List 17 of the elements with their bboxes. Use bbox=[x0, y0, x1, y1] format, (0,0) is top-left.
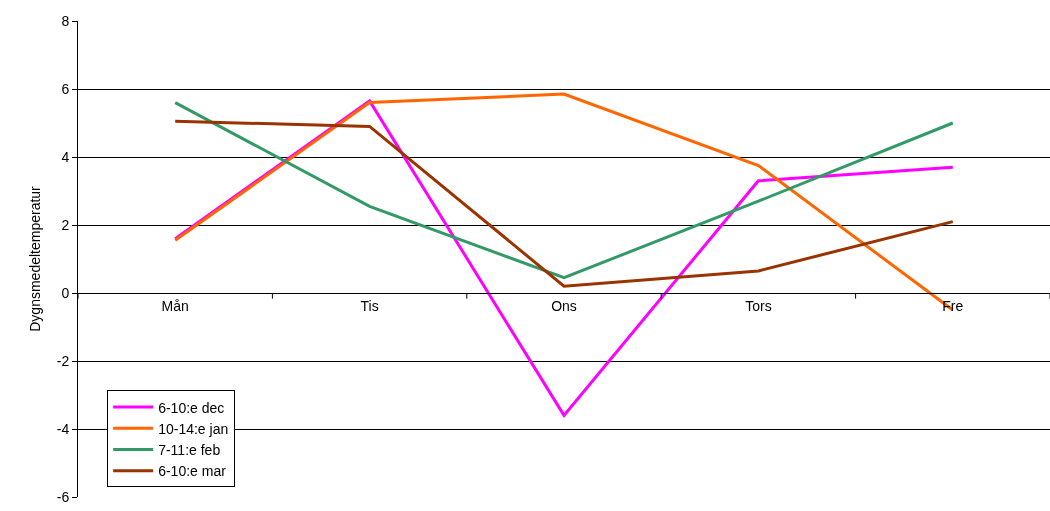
legend-label: 7-11:e feb bbox=[158, 441, 221, 458]
y-tick-label: 0 bbox=[61, 284, 70, 301]
y-tick-label: 6 bbox=[61, 80, 70, 97]
y-tick-label: 2 bbox=[61, 216, 70, 233]
legend-label: 6-10:e dec bbox=[158, 399, 225, 416]
y-tick-label: -4 bbox=[56, 420, 70, 437]
legend-label: 6-10:e mar bbox=[158, 463, 227, 480]
y-tick-label: -6 bbox=[56, 488, 70, 505]
y-tick-label: -2 bbox=[56, 352, 70, 369]
x-tick-label: Tors bbox=[745, 297, 772, 314]
legend-label: 10-14:e jan bbox=[158, 420, 229, 437]
x-tick-label: Ons bbox=[551, 297, 577, 314]
y-axis-title: Dygnsmedeltemperatur bbox=[27, 185, 44, 332]
x-tick-label: Mån bbox=[161, 297, 189, 314]
y-tick-label: 4 bbox=[61, 148, 70, 165]
y-tick-label: 8 bbox=[61, 12, 70, 29]
x-tick-label: Tis bbox=[360, 297, 379, 314]
